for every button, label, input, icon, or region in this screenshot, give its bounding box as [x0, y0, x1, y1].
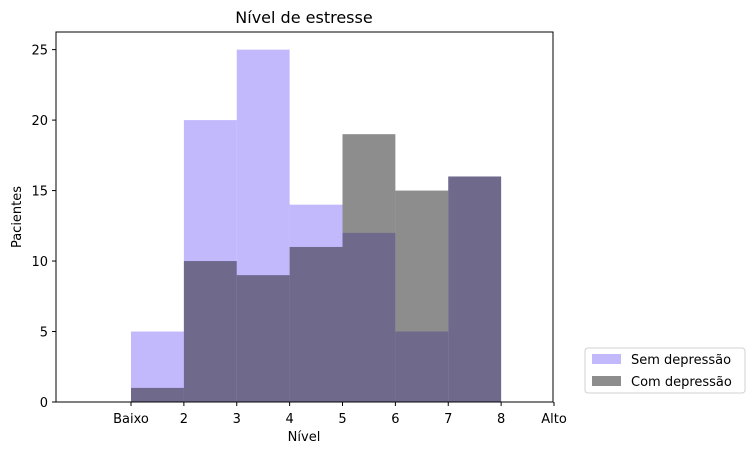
- x-tick-label: 8: [497, 412, 505, 427]
- y-tick-label: 0: [40, 396, 48, 411]
- bar-com-depressao-4: [342, 134, 396, 402]
- bar-com-depressao-2: [236, 275, 290, 402]
- bar-com-depressao-1: [183, 261, 237, 402]
- y-tick-label: 15: [31, 185, 48, 200]
- y-tick-label: 20: [31, 114, 48, 129]
- x-tick-label: Alto: [541, 412, 567, 427]
- y-axis-label: Pacientes: [10, 186, 25, 248]
- x-tick-label: 4: [285, 412, 293, 427]
- x-tick-label: 5: [338, 412, 346, 427]
- x-tick-label: Baixo: [113, 412, 149, 427]
- bar-com-depressao-3: [289, 246, 343, 402]
- plot-frame: [55, 31, 554, 403]
- legend-frame: [584, 347, 746, 394]
- y-axis-ticks: 0 5 10 15 20 25: [31, 44, 56, 411]
- legend-swatch-com-depressao: [592, 376, 621, 386]
- y-tick-label: 25: [31, 44, 48, 59]
- x-axis-label: Nível: [288, 430, 321, 445]
- x-tick-label: 6: [391, 412, 399, 427]
- bar-com-depressao-6: [448, 176, 502, 402]
- x-tick-label: 7: [444, 412, 452, 427]
- legend-label-com-depressao: Com depressão: [631, 375, 732, 390]
- x-axis-ticks: Baixo 2 3 4 5 6 7 8 Alto: [113, 402, 567, 427]
- bars-group: [131, 49, 502, 402]
- chart-title: Nível de estresse: [235, 8, 372, 27]
- x-tick-label: 3: [233, 412, 241, 427]
- legend-swatch-sem-depressao: [592, 354, 621, 364]
- bar-com-depressao-5: [395, 190, 449, 402]
- y-tick-label: 10: [31, 255, 48, 270]
- bar-com-depressao-0: [131, 387, 184, 402]
- x-tick-label: 2: [180, 412, 188, 427]
- legend-label-sem-depressao: Sem depressão: [631, 353, 731, 368]
- y-tick-label: 5: [40, 326, 48, 341]
- legend: Sem depressão Com depressão: [584, 347, 746, 394]
